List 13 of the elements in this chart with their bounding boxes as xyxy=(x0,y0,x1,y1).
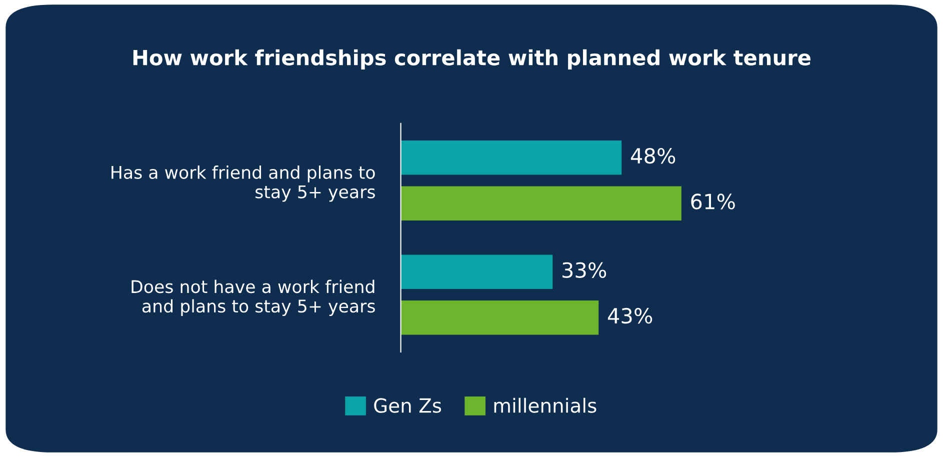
data-label: 48% xyxy=(630,148,676,164)
bar xyxy=(400,254,553,290)
y-tick-label: Does not have a work friend and plans to stay 5+ years xyxy=(132,280,375,316)
data-label: 43% xyxy=(608,308,652,324)
bar xyxy=(400,140,622,175)
data-label: 61% xyxy=(691,194,735,210)
bar xyxy=(400,186,682,220)
legend-label: Gen Zs xyxy=(374,398,442,413)
data-label: 33% xyxy=(562,262,606,278)
y-tick-label: Has a work friend and plans to stay 5+ years xyxy=(112,166,375,202)
legend-label: millennials xyxy=(494,398,596,413)
bar xyxy=(400,300,599,335)
chart-title: How work friendships correlate with planned work tenure xyxy=(133,49,810,70)
